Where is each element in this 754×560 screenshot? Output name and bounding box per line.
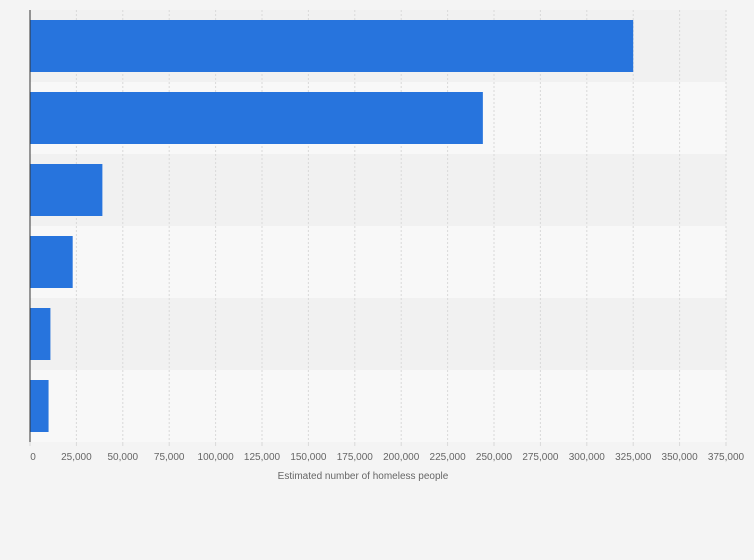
bar[interactable] [30,92,483,144]
x-tick-label: 150,000 [290,452,327,463]
bar[interactable] [30,20,634,72]
x-tick-label: 275,000 [522,452,559,463]
x-tick-label: 225,000 [430,452,467,463]
row-band [30,370,726,442]
x-tick-label: 25,000 [61,452,92,463]
bar[interactable] [30,308,51,360]
x-tick-label: 250,000 [476,452,513,463]
x-tick-label: 200,000 [383,452,420,463]
row-bands [30,10,726,442]
x-tick-label: 100,000 [198,452,235,463]
x-tick-label: 175,000 [337,452,374,463]
x-axis-title: Estimated number of homeless people [278,471,449,482]
bar[interactable] [30,236,73,288]
x-tick-label: 300,000 [569,452,606,463]
x-tick-label: 125,000 [244,452,281,463]
x-tick-label: 0 [30,452,36,463]
x-tick-label: 50,000 [108,452,139,463]
row-band [30,226,726,298]
x-tick-label: 350,000 [662,452,699,463]
bars [30,20,634,432]
row-band [30,298,726,370]
x-tick-label: 375,000 [708,452,745,463]
bar[interactable] [30,164,103,216]
gridlines [75,10,727,442]
x-tick-label: 325,000 [615,452,652,463]
bar[interactable] [30,380,49,432]
x-tick-label: 75,000 [154,452,185,463]
x-axis-ticks: 0 25,000 50,000 75,000 100,000 125,000 150,000… [29,442,745,463]
row-band [30,154,726,226]
